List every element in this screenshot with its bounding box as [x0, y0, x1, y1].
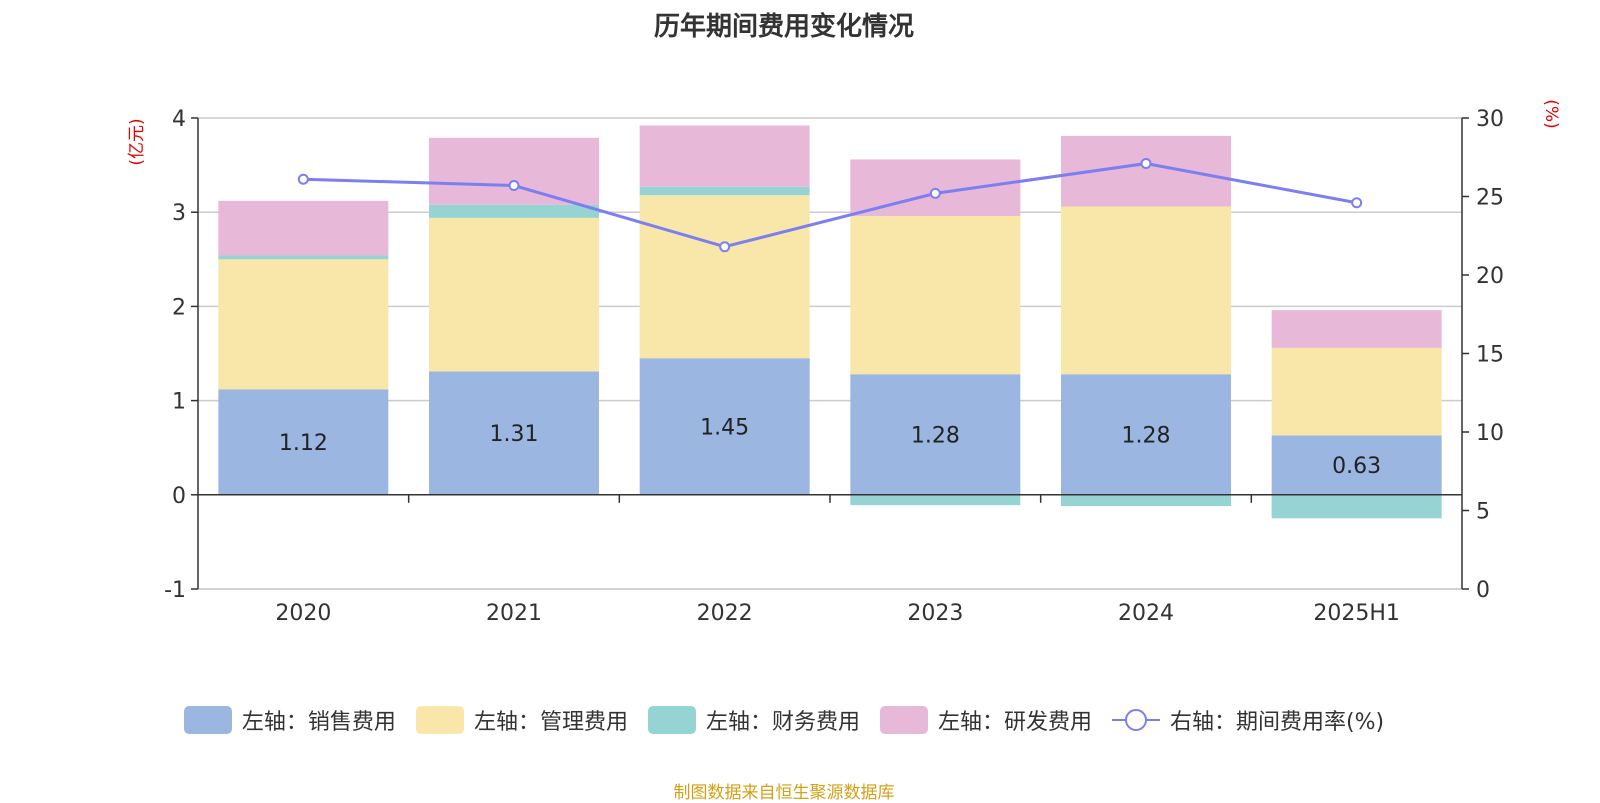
bar-sales-2021: [429, 371, 599, 495]
bar-sales-2020: [218, 389, 389, 495]
left-tick-label: -1: [164, 578, 186, 603]
rate-point-2022: [719, 241, 731, 253]
legend-swatch-sales: [183, 706, 232, 734]
legend-item-sales[interactable]: 左轴：销售费用: [183, 704, 396, 736]
bar-finance-2024: [1061, 494, 1231, 507]
legend-item-finance[interactable]: 左轴：财务费用: [647, 704, 860, 736]
right-tick-label: 10: [1476, 421, 1504, 446]
legend-line-circle: [1124, 709, 1147, 731]
bar-finance-2022: [639, 186, 810, 196]
right-tick-label: 25: [1476, 186, 1504, 211]
rate-line-layer: [297, 158, 1363, 253]
legend-swatch-finance: [647, 706, 696, 734]
right-tick-label: 5: [1476, 500, 1490, 525]
bar-sales-2025H1: [1271, 435, 1442, 495]
x-tick-label: 2022: [697, 601, 753, 626]
sales-data-label: 0.63: [1332, 454, 1381, 479]
rate-point-2020: [297, 173, 309, 185]
rate-point-2024: [1140, 158, 1152, 170]
bar-admin-2024: [1061, 206, 1231, 375]
rate-point-2023: [929, 187, 941, 199]
sales-data-label: 1.28: [911, 424, 960, 449]
rate-point-2025H1: [1351, 197, 1363, 209]
left-tick-label: 2: [172, 295, 186, 320]
left-tick-label: 0: [172, 484, 186, 509]
left-tick-label: 4: [172, 107, 186, 132]
legend: 左轴：销售费用 左轴：管理费用 左轴：财务费用 左轴：研发费用 右轴：期间费用率(%): [0, 704, 1568, 736]
legend-label-rnd: 左轴：研发费用: [937, 710, 1092, 735]
legend-item-rnd[interactable]: 左轴：研发费用: [879, 704, 1092, 736]
left-tick-label: 1: [172, 390, 186, 415]
bar-admin-2022: [639, 195, 810, 359]
bar-rnd-2020: [218, 200, 389, 256]
right-axis-unit: (%): [1541, 99, 1561, 128]
left-tick-label: 3: [172, 201, 186, 226]
bar-sales-2023: [850, 374, 1021, 495]
sales-data-label: 1.12: [279, 431, 328, 456]
sales-data-label: 1.31: [490, 422, 539, 447]
bar-finance-2023: [850, 494, 1021, 506]
bar-finance-2021: [429, 204, 599, 218]
bar-sales-2022: [639, 358, 810, 495]
bar-finance-2025H1: [1271, 494, 1442, 519]
bar-rnd-2022: [639, 125, 810, 187]
bar-admin-2025H1: [1271, 347, 1442, 436]
legend-swatch-rnd: [879, 706, 928, 734]
bar-layer: [218, 125, 1442, 519]
left-axis-unit: (亿元): [127, 118, 147, 165]
data-label-layer: 1.12 1.31 1.45 1.28 1.28 0.63: [279, 416, 1381, 480]
right-tick-label: 0: [1476, 578, 1490, 603]
legend-swatch-admin: [415, 706, 464, 734]
right-tick-label: 15: [1476, 343, 1504, 368]
source-note: 制图数据来自恒生聚源数据库: [673, 783, 895, 803]
right-tick-label: 20: [1476, 264, 1504, 289]
legend-label-admin: 左轴：管理费用: [473, 710, 628, 735]
chart-title: 历年期间费用变化情况: [653, 12, 914, 42]
x-tick-label: 2024: [1118, 601, 1174, 626]
x-tick-label: 2025H1: [1313, 601, 1400, 626]
legend-label-sales: 左轴：销售费用: [241, 710, 396, 735]
legend-line-marker-icon: [1111, 709, 1160, 731]
sales-data-label: 1.45: [700, 416, 749, 441]
x-tick-label: 2020: [275, 601, 331, 626]
x-tick-label: 2023: [907, 601, 963, 626]
bar-sales-2024: [1061, 374, 1231, 495]
x-tick-label: 2021: [486, 601, 542, 626]
bar-admin-2023: [850, 215, 1021, 375]
right-tick-label: 30: [1476, 107, 1504, 132]
legend-item-rate[interactable]: 右轴：期间费用率(%): [1111, 704, 1385, 736]
legend-label-rate: 右轴：期间费用率(%): [1169, 710, 1385, 735]
chart-plot: -1 0 1 2 3 4 (亿元) 0 5 10 15 20 25 30 (%) 2020 2021 2022 20…: [127, 99, 1561, 626]
axis-layer: -1 0 1 2 3 4 (亿元) 0 5 10 15 20 25 30 (%) 2020 2021 2022 20…: [127, 99, 1561, 626]
rate-point-2021: [508, 180, 520, 192]
bar-rnd-2025H1: [1271, 310, 1442, 348]
rate-line: [303, 162, 1357, 249]
bar-rnd-2021: [429, 137, 599, 205]
bar-admin-2021: [429, 217, 599, 372]
legend-item-admin[interactable]: 左轴：管理费用: [415, 704, 628, 736]
bar-finance-2020: [218, 255, 389, 260]
bar-admin-2020: [218, 259, 389, 390]
legend-label-finance: 左轴：财务费用: [705, 710, 860, 735]
sales-data-label: 1.28: [1122, 424, 1171, 449]
